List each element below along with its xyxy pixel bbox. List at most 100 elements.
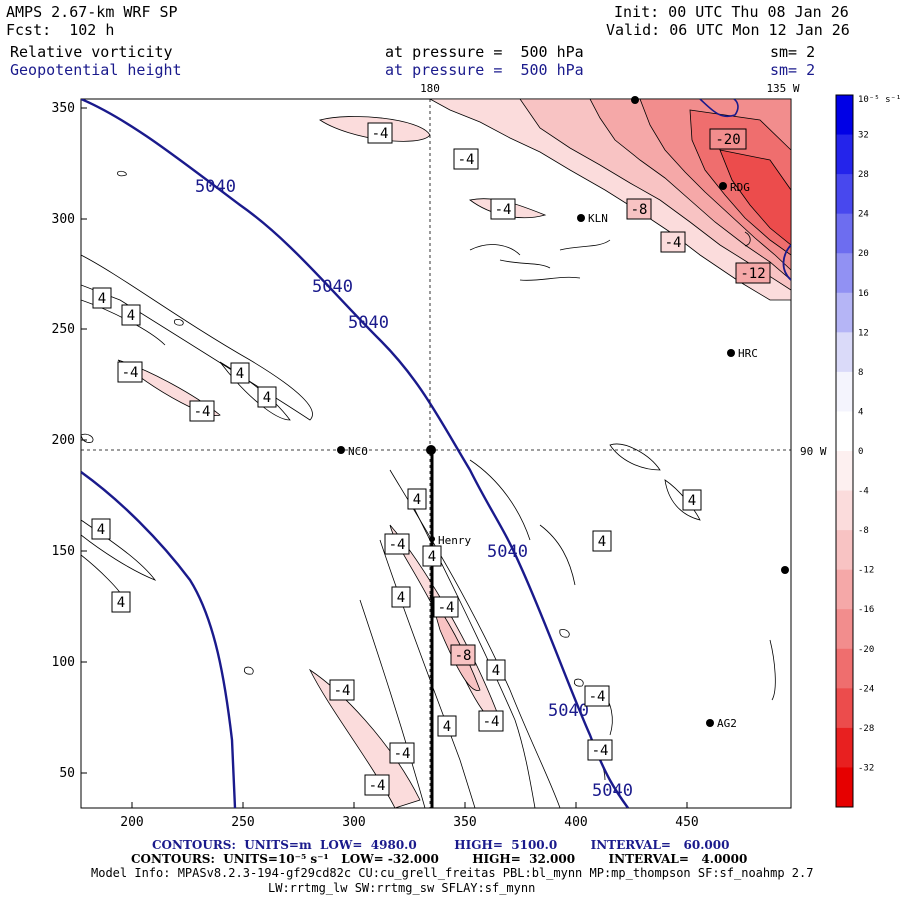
station-label: KLN: [588, 212, 608, 225]
station-marker: [426, 445, 436, 455]
field2-name: Geopotential height: [10, 61, 182, 79]
vort-label: 4: [263, 390, 271, 406]
colorbar-label: 28: [858, 170, 869, 180]
colorbar-label: 20: [858, 249, 869, 259]
colorbar-label: -32: [858, 763, 874, 773]
y-tick-label: 350: [52, 101, 75, 116]
station-marker: [719, 182, 727, 190]
station-label: NCO: [348, 445, 368, 458]
station-marker: [577, 214, 585, 222]
vort-label: -4: [589, 689, 606, 705]
station-label: HRC: [738, 347, 758, 360]
footer-physics-info: LW:rrtmg_lw SW:rrtmg_sw SFLAY:sf_mynn: [268, 881, 536, 895]
colorbar-label: -8: [858, 526, 869, 536]
colorbar-label: -28: [858, 724, 874, 734]
footer-vort-contours: CONTOURS: UNITS=10⁻⁵ s⁻¹ LOW= -32.000 HI…: [131, 852, 748, 866]
colorbar-swatch: [836, 253, 853, 294]
height-label: 5040: [195, 177, 236, 197]
vort-label: -8: [455, 648, 472, 664]
colorbar-label: -12: [858, 566, 874, 576]
field1-smoothing: sm= 2: [770, 43, 816, 61]
station-marker: [781, 566, 789, 574]
x-tick-label: 300: [342, 815, 365, 830]
vort-label: -4: [665, 235, 682, 251]
field1-name: Relative vorticity: [10, 43, 173, 61]
vort-label: -12: [740, 266, 765, 282]
colorbar-label: -20: [858, 645, 874, 655]
y-tick-label: 50: [59, 766, 75, 781]
colorbar-label: 32: [858, 131, 869, 141]
x-tick-label: 200: [120, 815, 143, 830]
colorbar-label: 8: [858, 368, 863, 378]
colorbar-swatch: [836, 174, 853, 215]
vort-label: 4: [413, 492, 421, 508]
vort-label: 4: [688, 493, 696, 509]
height-label: 5040: [487, 542, 528, 562]
y-tick-label: 250: [52, 322, 75, 337]
vort-label: -4: [369, 778, 386, 794]
vort-label: -4: [592, 743, 609, 759]
colorbar-label: 4: [858, 407, 863, 417]
colorbar-swatch: [836, 530, 853, 571]
vort-label: -4: [438, 600, 455, 616]
station-marker: [727, 349, 735, 357]
station-label: Henry: [438, 534, 471, 547]
vort-label: -4: [194, 404, 211, 420]
colorbar-label: 24: [858, 210, 869, 220]
vort-label: 4: [98, 291, 106, 307]
station-label: AG2: [717, 717, 737, 730]
vort-label: -4: [372, 126, 389, 142]
vort-label: -4: [334, 683, 351, 699]
station-marker: [631, 96, 639, 104]
vort-label: 4: [598, 534, 606, 550]
colorbar-label: 0: [858, 447, 863, 457]
colorbar: [835, 94, 854, 808]
vort-label: -20: [715, 132, 740, 148]
height-label: 5040: [312, 277, 353, 297]
height-label: 5040: [548, 701, 589, 721]
vort-label: -8: [631, 202, 648, 218]
colorbar-swatch: [836, 609, 853, 650]
lon-label-90w: 90 W: [800, 445, 827, 458]
colorbar-swatch: [836, 371, 853, 412]
init-time: Init: 00 UTC Thu 08 Jan 26: [614, 3, 849, 21]
station-marker: [337, 446, 345, 454]
colorbar-label: -4: [858, 487, 869, 497]
vort-label: 4: [127, 308, 135, 324]
colorbar-swatch: [836, 688, 853, 729]
colorbar-swatch: [836, 95, 853, 136]
vort-label: -4: [389, 537, 406, 553]
colorbar-label: 12: [858, 328, 869, 338]
model-title: AMPS 2.67-km WRF SP: [6, 3, 178, 21]
vort-label: -4: [458, 152, 475, 168]
vorticity-labels: -4 -4 -4 -20 -8 -4 -12 -4 -4 -4 -4 -8 -4…: [91, 122, 771, 796]
colorbar-unit: 10⁻⁵ s⁻¹: [858, 95, 900, 105]
height-label: 5040: [592, 781, 633, 801]
colorbar-swatch: [836, 292, 853, 333]
station-marker: [429, 536, 435, 542]
y-tick-label: 150: [52, 544, 75, 559]
x-tick-label: 250: [231, 815, 254, 830]
vort-label: 4: [443, 719, 451, 735]
colorbar-swatch: [836, 411, 853, 452]
vort-label: 4: [117, 595, 125, 611]
colorbar-label: -16: [858, 605, 874, 615]
vort-label: 4: [397, 590, 405, 606]
lon-label-180: 180: [420, 82, 440, 95]
footer-model-info: Model Info: MPASv8.2.3-194-gf29cd82c CU:…: [91, 866, 814, 880]
station-label: RDG: [730, 181, 750, 194]
colorbar-label: 16: [858, 289, 869, 299]
vort-label: 4: [236, 366, 244, 382]
field1-level: at pressure = 500 hPa: [385, 43, 584, 61]
colorbar-swatch: [836, 648, 853, 689]
y-tick-label: 100: [52, 655, 75, 670]
valid-time: Valid: 06 UTC Mon 12 Jan 26: [606, 21, 850, 39]
colorbar-label: -24: [858, 684, 874, 694]
colorbar-swatch: [836, 332, 853, 373]
field2-smoothing: sm= 2: [770, 61, 816, 79]
vort-label: -4: [495, 202, 512, 218]
colorbar-swatch: [836, 213, 853, 254]
lon-label-135w: 135 W: [766, 82, 799, 95]
vort-label: -4: [483, 714, 500, 730]
footer-height-contours: CONTOURS: UNITS=m LOW= 4980.0 HIGH= 5100…: [152, 838, 730, 852]
